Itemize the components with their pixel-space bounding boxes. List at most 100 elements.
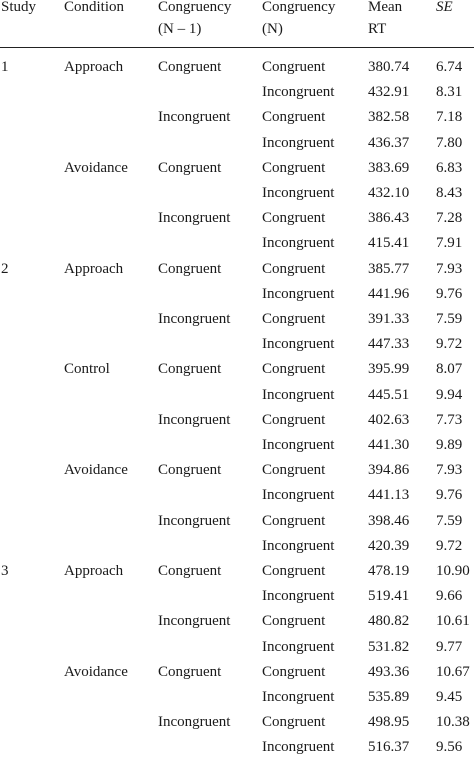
row-se-cell: 7.91	[436, 235, 463, 252]
header-congruency-prev: Congruency (N – 1)	[158, 0, 231, 40]
row-mean-rt-cell: 493.36	[368, 663, 410, 680]
row-mean-rt-cell: 441.30	[368, 437, 410, 453]
row-se-cell: 10.67	[436, 663, 470, 680]
row-congruency-current-cell: Incongruent	[262, 386, 335, 403]
row-mean-rt-cell: 385.77	[368, 260, 410, 277]
row-se-cell: 8.43	[436, 185, 463, 201]
row-congruency-current-cell: Congruent	[262, 361, 326, 378]
row-se-cell: 8.31	[436, 84, 463, 101]
row-se-cell: 9.56	[436, 739, 463, 756]
row-mean-rt-cell: 531.82	[368, 638, 410, 655]
row-se-cell: 7.18	[436, 109, 463, 126]
header-mean-rt-line2: RT	[368, 21, 387, 37]
row-se-cell: 9.94	[436, 386, 463, 403]
header-rule	[0, 47, 474, 48]
row-study-cell: 1	[1, 59, 9, 75]
header-mean-rt-line1: Mean	[368, 0, 403, 15]
row-se-cell: 6.74	[436, 59, 463, 75]
row-congruency-current-cell: Incongruent	[262, 235, 335, 252]
row-congruency-current-cell: Incongruent	[262, 185, 335, 201]
header-congruency-current: Congruency (N)	[262, 0, 335, 40]
row-mean-rt-cell: 432.91	[368, 84, 410, 101]
row-congruency-current-cell: Congruent	[262, 159, 326, 176]
row-mean-rt-cell: 498.95	[368, 714, 410, 731]
row-congruency-prev-cell: Congruent	[158, 563, 222, 579]
row-se-cell: 7.93	[436, 260, 463, 277]
row-mean-rt-cell: 391.33	[368, 311, 410, 327]
row-congruency-current-cell: Incongruent	[262, 739, 335, 756]
row-condition-cell: Approach	[64, 563, 124, 579]
row-se-cell: 6.83	[436, 159, 463, 176]
header-study: Study	[1, 0, 36, 18]
row-congruency-prev-cell: Congruent	[158, 462, 222, 479]
row-se-cell: 10.61	[436, 613, 470, 630]
row-congruency-prev-cell: Congruent	[158, 260, 222, 277]
row-mean-rt-cell: 436.37	[368, 134, 410, 151]
row-congruency-prev-cell: Incongruent	[158, 613, 231, 630]
row-congruency-current-cell: Congruent	[262, 311, 326, 327]
row-condition-cell: Avoidance	[64, 462, 128, 479]
row-congruency-current-cell: Congruent	[262, 613, 326, 630]
row-congruency-current-cell: Congruent	[262, 59, 326, 75]
row-congruency-current-cell: Congruent	[262, 714, 326, 731]
row-condition-cell: Approach	[64, 260, 124, 277]
row-congruency-current-cell: Incongruent	[262, 638, 335, 655]
row-mean-rt-cell: 398.46	[368, 512, 410, 529]
header-se-label: SE	[436, 0, 453, 15]
row-mean-rt-cell: 383.69	[368, 159, 410, 176]
row-mean-rt-cell: 447.33	[368, 336, 410, 353]
row-mean-rt-cell: 382.58	[368, 109, 410, 126]
row-congruency-current-cell: Incongruent	[262, 84, 335, 101]
row-congruency-prev-cell: Congruent	[158, 59, 222, 75]
row-congruency-current-cell: Incongruent	[262, 437, 335, 453]
row-mean-rt-cell: 445.51	[368, 386, 410, 403]
row-se-cell: 7.80	[436, 134, 463, 151]
row-congruency-prev-cell: Incongruent	[158, 109, 231, 126]
header-condition-label: Condition	[64, 0, 125, 15]
row-congruency-current-cell: Congruent	[262, 462, 326, 479]
row-se-cell: 9.72	[436, 336, 463, 353]
row-congruency-prev-cell: Congruent	[158, 159, 222, 176]
row-congruency-current-cell: Incongruent	[262, 134, 335, 151]
row-congruency-current-cell: Incongruent	[262, 537, 335, 554]
row-condition-cell: Avoidance	[64, 663, 128, 680]
header-study-label: Study	[1, 0, 37, 15]
row-mean-rt-cell: 441.13	[368, 487, 410, 504]
row-study-cell: 3	[1, 563, 9, 579]
row-study-cell: 2	[1, 260, 9, 277]
row-congruency-current-cell: Congruent	[262, 260, 326, 277]
header-congruency-current-line2: (N)	[262, 21, 283, 37]
row-mean-rt-cell: 432.10	[368, 185, 410, 201]
row-se-cell: 8.07	[436, 361, 463, 378]
row-congruency-current-cell: Incongruent	[262, 588, 335, 605]
row-congruency-current-cell: Congruent	[262, 411, 326, 428]
row-mean-rt-cell: 480.82	[368, 613, 410, 630]
row-congruency-prev-cell: Congruent	[158, 663, 222, 680]
row-se-cell: 7.93	[436, 462, 463, 479]
row-congruency-current-cell: Incongruent	[262, 487, 335, 504]
row-congruency-current-cell: Congruent	[262, 210, 326, 227]
row-mean-rt-cell: 516.37	[368, 739, 410, 756]
row-congruency-current-cell: Congruent	[262, 109, 326, 126]
row-mean-rt-cell: 478.19	[368, 563, 410, 579]
row-congruency-current-cell: Incongruent	[262, 336, 335, 353]
row-mean-rt-cell: 420.39	[368, 537, 410, 554]
row-mean-rt-cell: 441.96	[368, 285, 410, 302]
row-congruency-current-cell: Congruent	[262, 663, 326, 680]
row-se-cell: 7.28	[436, 210, 463, 227]
row-se-cell: 9.72	[436, 537, 463, 554]
header-congruency-prev-line1: Congruency	[158, 0, 232, 15]
row-se-cell: 9.45	[436, 689, 463, 705]
row-congruency-prev-cell: Congruent	[158, 361, 222, 378]
row-mean-rt-cell: 395.99	[368, 361, 410, 378]
row-se-cell: 7.59	[436, 311, 463, 327]
row-se-cell: 7.73	[436, 411, 463, 428]
row-mean-rt-cell: 535.89	[368, 689, 410, 705]
header-congruency-current-line1: Congruency	[262, 0, 336, 15]
row-congruency-prev-cell: Incongruent	[158, 411, 231, 428]
row-mean-rt-cell: 519.41	[368, 588, 410, 605]
row-congruency-current-cell: Congruent	[262, 512, 326, 529]
header-mean-rt: Mean RT	[368, 0, 402, 40]
row-se-cell: 9.76	[436, 487, 463, 504]
